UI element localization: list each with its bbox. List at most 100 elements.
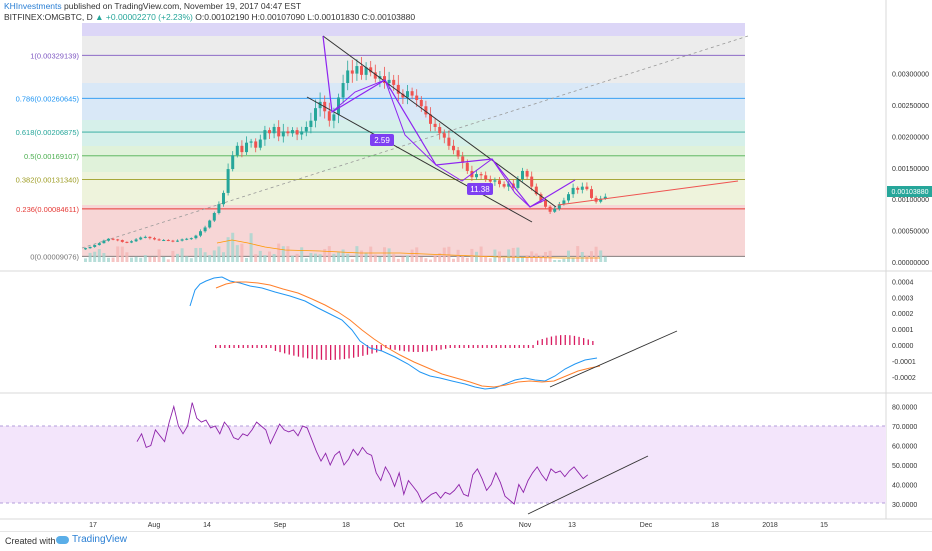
- macd-divergence-line[interactable]: [549, 330, 678, 388]
- candle-body: [406, 91, 409, 98]
- candle-body: [314, 108, 317, 121]
- volume-bar: [585, 255, 589, 262]
- rsi-tick: 80.0000: [892, 405, 917, 412]
- candle-body: [502, 184, 506, 187]
- macd-hist-bar: [215, 345, 217, 348]
- volume-bar: [419, 256, 423, 262]
- volume-bar: [226, 237, 230, 262]
- candle-body: [139, 237, 143, 240]
- volume-bar: [258, 250, 262, 262]
- fib-label: 0.236(0.00084611): [16, 205, 79, 214]
- volume-bar: [465, 257, 469, 262]
- last-price-tag: 0.00103880: [887, 186, 932, 197]
- macd-hist-bar: [389, 345, 392, 349]
- channel-upper-line[interactable]: [322, 35, 557, 208]
- volume-bar: [143, 255, 147, 262]
- pattern-line-inner[interactable]: [331, 79, 546, 208]
- tradingview-logo[interactable]: TradingView: [56, 534, 127, 545]
- macd-hist-bar: [399, 345, 401, 351]
- candle-body: [553, 208, 557, 212]
- volume-bar: [406, 255, 409, 262]
- macd-hist-bar: [477, 345, 479, 348]
- volume-bar: [134, 256, 138, 262]
- time-tick: 16: [455, 522, 463, 529]
- candle-body: [452, 145, 455, 151]
- volume-bar: [415, 247, 419, 262]
- svg-text:2.59: 2.59: [374, 136, 390, 145]
- signal-line: [215, 281, 601, 388]
- candle-body: [111, 238, 115, 240]
- time-tick: 18: [711, 522, 719, 529]
- candle-body: [350, 70, 354, 74]
- time-axis: 17 Aug 14 Sep 18 Oct 16 Nov 13 Dec 18 2018 15: [89, 522, 828, 529]
- volume-bar: [212, 250, 216, 262]
- pattern-label-1: 2.59: [370, 134, 394, 146]
- price-tick: 0.00100000: [892, 197, 929, 204]
- candle-body: [222, 192, 225, 205]
- volume-bar: [153, 256, 156, 262]
- candle-body: [235, 145, 239, 156]
- volume-bars: [84, 232, 607, 262]
- chart-canvas[interactable]: 1(0.00329139) 0.786(0.00260645) 0.618(0.00…: [0, 0, 932, 531]
- volume-bar: [291, 255, 294, 262]
- volume-bar: [286, 246, 290, 262]
- macd-hist-bar: [316, 345, 318, 360]
- macd-hist-bar: [458, 345, 461, 348]
- macd-hist-bar: [546, 337, 548, 345]
- volume-bar: [387, 248, 391, 262]
- fib-trend-line[interactable]: [81, 35, 749, 249]
- author-link[interactable]: KHInvestments: [4, 1, 62, 11]
- time-tick: Dec: [640, 522, 653, 529]
- macd-hist-bar: [504, 345, 507, 348]
- macd-hist-bar: [569, 335, 571, 345]
- fib-band-2: [82, 83, 745, 120]
- volume-bar: [580, 252, 584, 262]
- candle-body: [447, 137, 451, 146]
- support-trend-line[interactable]: [557, 180, 739, 206]
- volume-bar: [180, 248, 184, 262]
- candle-body: [120, 240, 124, 242]
- volume-bar: [470, 248, 474, 262]
- fib-label: 0.786(0.00260645): [16, 94, 80, 103]
- rsi-tick: 60.0000: [892, 444, 917, 451]
- rsi-line: [136, 402, 589, 505]
- macd-hist-bar: [486, 345, 488, 348]
- time-tick: Nov: [519, 522, 532, 529]
- volume-bar: [410, 249, 414, 262]
- volume-bar: [245, 258, 248, 262]
- macd-hist-bar: [578, 336, 580, 345]
- volume-bar: [300, 247, 304, 262]
- candle-body: [493, 180, 497, 182]
- price-change: ▲ +0.00002270 (+2.23%): [95, 12, 193, 22]
- macd-hist-bar: [583, 338, 585, 345]
- macd-hist-bar: [532, 345, 534, 348]
- candle-body: [309, 120, 313, 127]
- candle-body: [603, 196, 607, 199]
- candle-body: [166, 240, 170, 242]
- volume-bar: [488, 258, 492, 262]
- macd-hist-bar: [330, 345, 332, 360]
- pattern-label-2: 11.38: [467, 183, 493, 195]
- macd-tick: 0.0003: [892, 295, 914, 302]
- candle-body: [521, 170, 524, 180]
- volume-bar: [125, 252, 129, 262]
- rsi-divergence-line[interactable]: [527, 455, 649, 515]
- macd-hist-bar: [279, 345, 281, 353]
- rsi-band: [0, 426, 886, 503]
- channel-lower-line[interactable]: [306, 96, 533, 223]
- candle-body: [268, 130, 271, 134]
- volume-bar: [263, 255, 267, 262]
- volume-bar: [157, 249, 161, 262]
- macd-hist-bar: [408, 345, 410, 352]
- chart-header: KHInvestments published on TradingView.c…: [4, 1, 415, 23]
- time-tick: Aug: [148, 522, 161, 529]
- cloud-icon: [56, 535, 69, 544]
- volume-bar: [97, 249, 101, 262]
- volume-bar: [507, 249, 511, 262]
- macd-hist-bar: [224, 345, 226, 348]
- volume-bar: [171, 250, 175, 262]
- volume-bar: [130, 257, 133, 262]
- candle-body: [387, 79, 391, 84]
- candle-body: [346, 70, 350, 84]
- volume-bar: [530, 251, 534, 262]
